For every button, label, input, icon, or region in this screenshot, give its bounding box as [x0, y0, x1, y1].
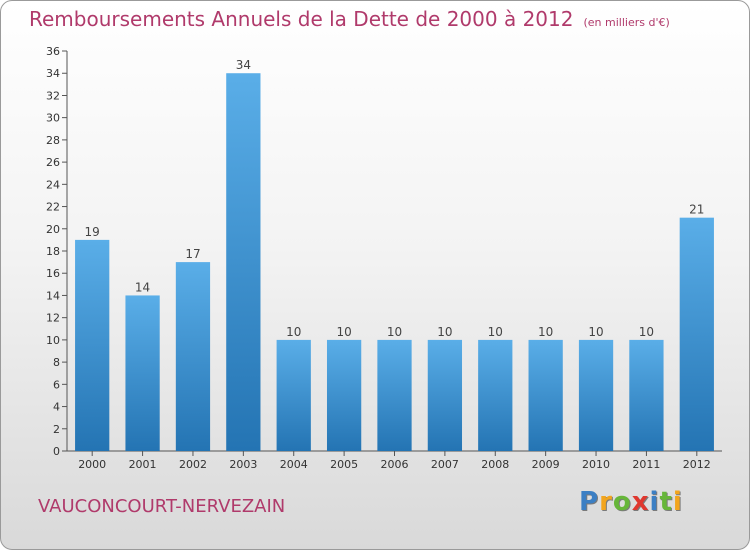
y-tick-label: 6	[53, 378, 60, 391]
x-tick-label: 2005	[330, 458, 358, 471]
commune-name: VAUCONCOURT-NERVEZAIN	[38, 496, 286, 517]
data-label: 10	[588, 325, 603, 339]
y-tick-label: 36	[46, 45, 60, 58]
bar	[427, 339, 463, 451]
bar	[326, 339, 362, 451]
x-tick-label: 2008	[481, 458, 509, 471]
bar	[125, 295, 160, 451]
y-tick-label: 12	[46, 312, 60, 325]
bar	[377, 339, 412, 451]
y-tick-label: 0	[53, 445, 60, 458]
data-label: 10	[286, 325, 301, 339]
logo-letter: P	[579, 487, 600, 517]
x-tick-label: 2003	[229, 458, 257, 471]
logo-letter: x	[631, 487, 650, 517]
logo-letter: i	[649, 487, 660, 517]
y-tick-label: 4	[53, 401, 60, 414]
y-tick-label: 16	[46, 267, 60, 280]
data-label: 10	[387, 325, 402, 339]
data-label: 34	[236, 58, 251, 72]
bar	[75, 239, 110, 451]
x-tick-label: 2012	[683, 458, 711, 471]
bar	[528, 339, 563, 451]
data-label: 21	[689, 203, 704, 217]
bar	[478, 339, 513, 451]
y-tick-label: 8	[53, 356, 60, 369]
bar	[175, 262, 211, 451]
logo-letter: t	[659, 487, 673, 517]
data-label: 10	[538, 325, 553, 339]
data-label: 10	[488, 325, 503, 339]
x-tick-label: 2010	[582, 458, 610, 471]
y-tick-label: 26	[46, 156, 60, 169]
bar	[578, 339, 614, 451]
y-tick-label: 34	[46, 67, 60, 80]
y-tick-label: 32	[46, 89, 60, 102]
x-tick-label: 2002	[179, 458, 207, 471]
x-tick-label: 2001	[129, 458, 157, 471]
y-tick-label: 30	[46, 112, 60, 125]
data-label: 19	[85, 225, 100, 239]
y-tick-label: 22	[46, 201, 60, 214]
data-label: 14	[135, 280, 150, 294]
y-tick-label: 20	[46, 223, 60, 236]
proxiti-logo: Proxiti	[579, 487, 683, 517]
bar	[679, 217, 714, 451]
y-tick-label: 24	[46, 178, 60, 191]
x-tick-label: 2007	[431, 458, 459, 471]
x-tick-label: 2004	[280, 458, 308, 471]
x-tick-label: 2009	[532, 458, 560, 471]
data-label: 10	[437, 325, 452, 339]
x-tick-label: 2006	[381, 458, 409, 471]
y-tick-label: 10	[46, 334, 60, 347]
bar	[276, 339, 311, 451]
bar	[226, 73, 261, 451]
x-tick-label: 2011	[632, 458, 660, 471]
y-tick-label: 2	[53, 423, 60, 436]
chart-title: Remboursements Annuels de la Dette de 20…	[29, 7, 670, 31]
logo-letter: r	[599, 487, 613, 517]
y-tick-label: 28	[46, 134, 60, 147]
y-tick-label: 18	[46, 245, 60, 258]
logo-letter: o	[612, 487, 632, 517]
data-label: 10	[336, 325, 351, 339]
chart-unit: (en milliers d'€)	[583, 16, 670, 29]
y-tick-label: 14	[46, 289, 60, 302]
data-label: 10	[639, 325, 654, 339]
logo-letter: i	[672, 487, 683, 517]
bar	[629, 339, 664, 451]
x-tick-label: 2000	[78, 458, 106, 471]
chart-title-text: Remboursements Annuels de la Dette de 20…	[29, 7, 574, 31]
data-label: 17	[185, 247, 200, 261]
